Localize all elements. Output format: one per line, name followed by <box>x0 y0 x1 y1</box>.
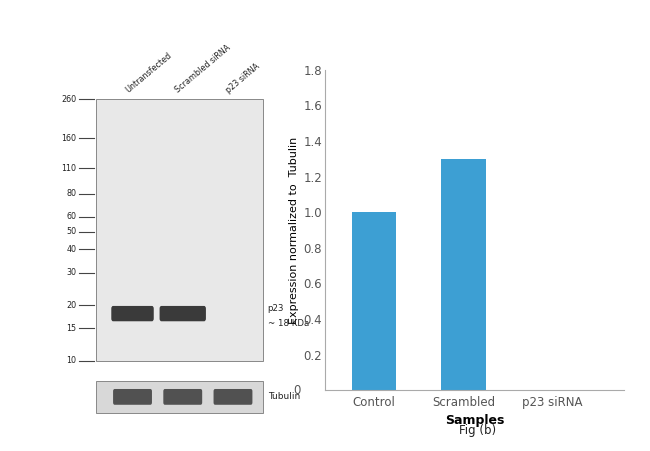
Text: 10: 10 <box>66 356 76 365</box>
Text: 40: 40 <box>66 245 76 254</box>
Text: 15: 15 <box>66 324 76 333</box>
FancyBboxPatch shape <box>160 306 206 321</box>
FancyBboxPatch shape <box>111 306 154 321</box>
Text: 50: 50 <box>66 227 76 236</box>
Text: 80: 80 <box>66 189 76 198</box>
Text: 0: 0 <box>294 384 301 396</box>
Bar <box>352 212 396 390</box>
Text: 160: 160 <box>61 133 76 143</box>
Text: p23: p23 <box>268 304 284 313</box>
Text: Tubulin: Tubulin <box>268 392 300 401</box>
Text: Scrambled siRNA: Scrambled siRNA <box>174 43 233 95</box>
FancyBboxPatch shape <box>214 389 252 405</box>
FancyBboxPatch shape <box>163 389 202 405</box>
Bar <box>96 99 263 361</box>
Bar <box>441 159 486 390</box>
Text: 60: 60 <box>66 212 76 221</box>
Text: 260: 260 <box>61 95 76 104</box>
FancyBboxPatch shape <box>113 389 152 405</box>
X-axis label: Samples: Samples <box>445 414 504 427</box>
Text: Fig (b): Fig (b) <box>459 424 497 437</box>
Text: Untransfected: Untransfected <box>124 51 174 95</box>
Text: 110: 110 <box>61 164 76 173</box>
Bar <box>96 381 263 413</box>
Y-axis label: Expression normalized to  Tubulin: Expression normalized to Tubulin <box>289 136 299 324</box>
Text: 20: 20 <box>66 301 76 310</box>
Text: ~ 18 KDa: ~ 18 KDa <box>268 319 309 328</box>
Text: p23 siRNA: p23 siRNA <box>224 61 261 95</box>
Text: 30: 30 <box>66 268 76 277</box>
